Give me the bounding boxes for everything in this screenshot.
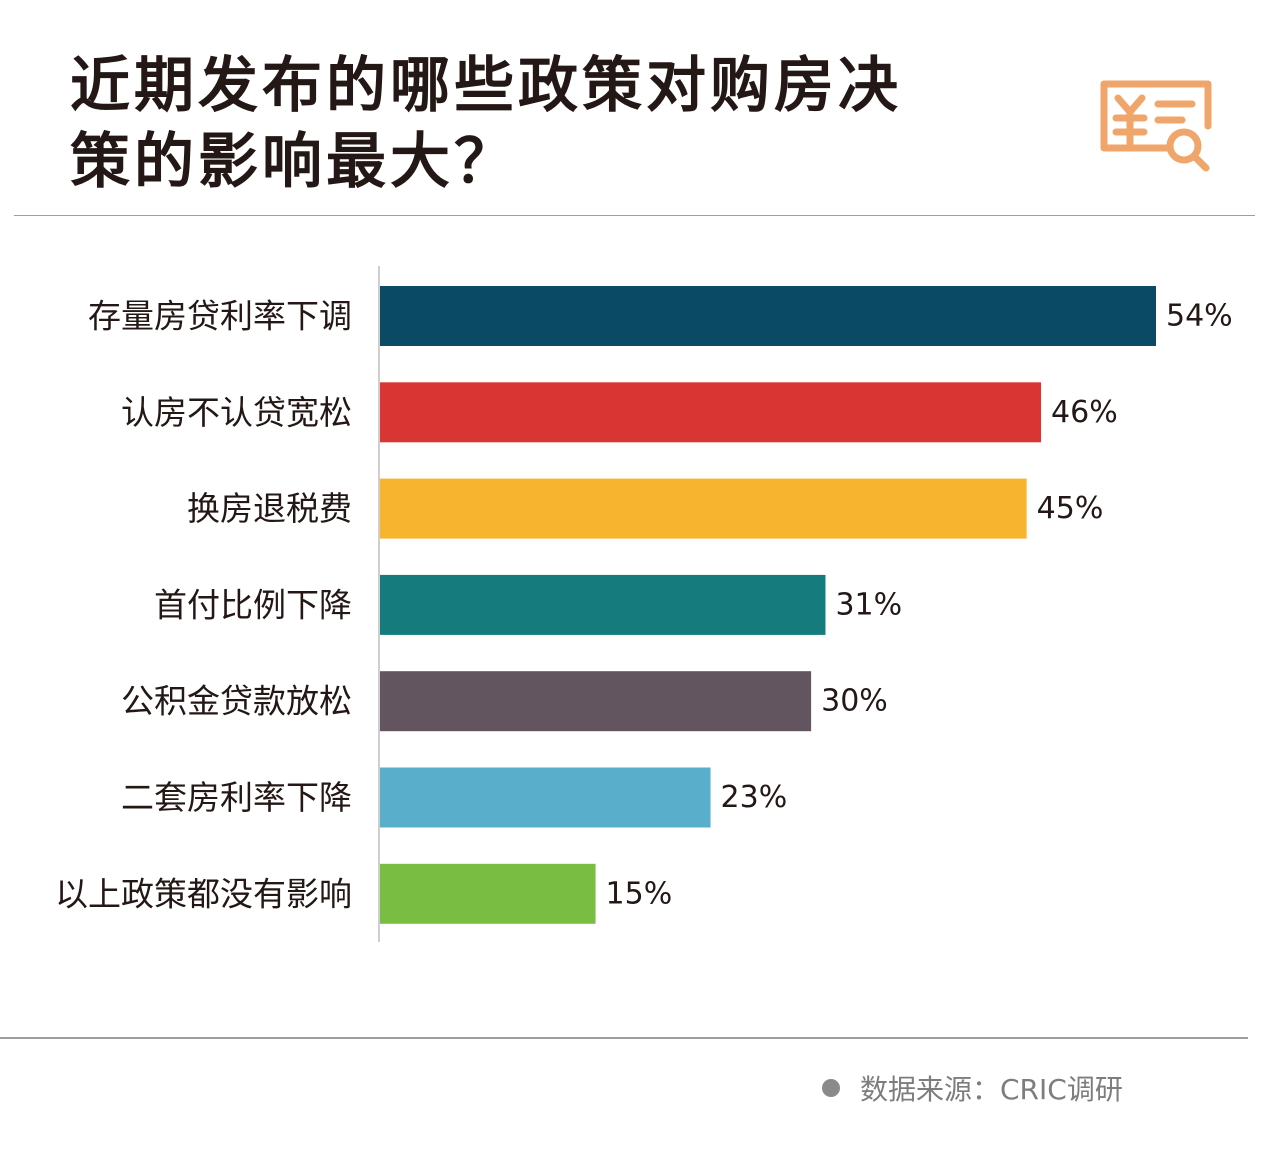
chart-title: 近期发布的哪些政策对购房决 策的影响最大？ <box>70 48 930 200</box>
bar <box>380 767 711 828</box>
value-label: 46% <box>1051 395 1118 430</box>
value-label: 45% <box>1037 491 1104 526</box>
category-label: 二套房利率下降 <box>121 778 352 817</box>
value-label: 30% <box>821 684 888 719</box>
value-label: 54% <box>1166 299 1233 334</box>
source-text: 数据来源：CRIC调研 <box>860 1073 1123 1106</box>
bar <box>380 671 812 732</box>
category-label: 存量房贷利率下调 <box>88 297 352 336</box>
value-label: 15% <box>606 876 673 911</box>
chart-title-line1: 近期发布的哪些政策对购房决 <box>70 51 902 121</box>
category-label: 以上政策都没有影响 <box>55 874 352 913</box>
category-label: 公积金贷款放松 <box>121 682 352 721</box>
value-label: 31% <box>835 587 902 622</box>
chart-title-line2: 策的影响最大？ <box>70 127 518 197</box>
bar <box>380 574 826 635</box>
bar-chart: 存量房贷利率下调 54% 认房不认贷宽松 46% 换房退税费 45% 首付比例下降 31% 公积… <box>55 266 1233 942</box>
category-label: 换房退税费 <box>187 489 352 528</box>
bar <box>380 478 1027 539</box>
yuan-receipt-search-icon <box>1100 80 1212 172</box>
bar <box>380 863 596 924</box>
bullet-dot <box>822 1079 840 1097</box>
value-label: 23% <box>721 780 788 815</box>
source-note: 数据来源：CRIC调研 <box>822 1066 1123 1110</box>
bar <box>380 286 1156 346</box>
category-label: 首付比例下降 <box>154 585 352 624</box>
top-divider <box>14 215 1255 216</box>
bar <box>380 382 1042 443</box>
category-label: 认房不认贷宽松 <box>121 393 352 432</box>
bottom-divider <box>0 1037 1248 1039</box>
